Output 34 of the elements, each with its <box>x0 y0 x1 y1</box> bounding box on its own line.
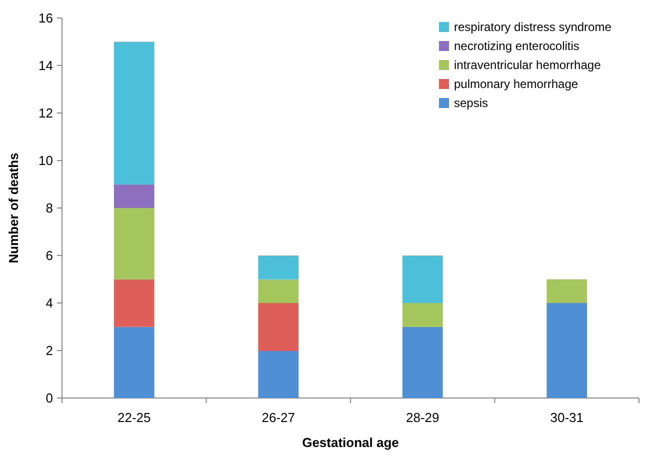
bar <box>258 303 299 350</box>
y-tick-label: 4 <box>46 296 53 311</box>
bar <box>114 42 154 184</box>
legend-label: necrotizing enterocolitis <box>454 39 580 54</box>
legend-label: respiratory distress syndrome <box>454 20 612 34</box>
bar <box>114 184 154 208</box>
x-axis-title: Gestational age <box>302 435 399 450</box>
x-tick-label: 26-27 <box>262 410 295 425</box>
y-tick-label: 10 <box>38 153 53 168</box>
y-tick-label: 6 <box>46 248 53 264</box>
legend-label: pulmonary hemorrhage <box>454 77 578 92</box>
y-tick-label: 8 <box>46 200 53 216</box>
legend-label: intraventricular hemorrhage <box>454 58 602 72</box>
bar <box>402 303 443 327</box>
bar <box>546 279 588 303</box>
y-axis-title: Number of deaths <box>6 152 21 264</box>
bar <box>402 256 443 303</box>
y-tick-label: 12 <box>38 106 53 121</box>
x-tick-label: 22-25 <box>118 410 151 425</box>
x-tick-label: 28-29 <box>406 410 440 425</box>
y-tick-label: 14 <box>38 58 53 74</box>
bar <box>258 279 299 303</box>
bar <box>114 279 154 327</box>
bar <box>114 326 154 398</box>
bar <box>114 208 154 280</box>
y-tick-label: 16 <box>38 10 53 26</box>
y-tick-label: 2 <box>46 343 53 358</box>
y-tick-label: 0 <box>46 390 53 406</box>
bar <box>258 256 299 280</box>
bar <box>402 326 443 398</box>
x-tick-label: 30-31 <box>550 410 584 425</box>
legend-label: sepsis <box>454 96 488 110</box>
bar <box>258 350 299 398</box>
bar <box>546 303 588 398</box>
